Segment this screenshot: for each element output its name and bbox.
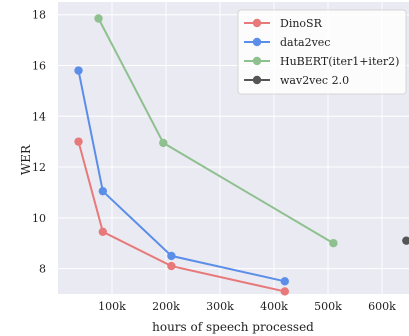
data-point	[74, 66, 83, 75]
x-tick-label: 200k	[152, 300, 180, 313]
legend-box	[237, 9, 407, 95]
series-dinosr	[74, 137, 289, 296]
legend-label: DinoSR	[280, 17, 323, 30]
x-tick-label: 600k	[368, 300, 396, 313]
y-tick-label: 14	[32, 110, 46, 123]
y-tick-label: 16	[32, 59, 46, 72]
series-line	[77, 141, 286, 293]
x-tick-label: 100k	[98, 300, 126, 313]
data-point	[167, 251, 176, 261]
series-hubert-iter1-iter2-	[94, 14, 338, 248]
legend-marker	[252, 75, 262, 85]
legend-entry: wav2vec 2.0	[244, 74, 349, 87]
data-point	[94, 14, 103, 23]
series-data2vec	[74, 66, 289, 286]
x-tick-label: 500k	[314, 300, 342, 313]
data-point	[167, 261, 176, 271]
legend-entry: data2vec	[244, 36, 330, 49]
y-tick-label: 12	[32, 161, 46, 174]
y-tick-labels: 8 10 12 14 16 18	[32, 9, 46, 276]
data-point	[98, 227, 108, 236]
data-point	[280, 287, 289, 296]
y-axis-label: WER	[19, 144, 33, 175]
data-point	[98, 186, 108, 196]
x-axis-label: hours of speech processed	[152, 320, 314, 334]
y-tick-label: 8	[39, 263, 46, 276]
legend-label: HuBERT(iter1+iter2)	[280, 55, 399, 68]
legend-label: data2vec	[280, 36, 330, 49]
x-tick-labels: 100k 200k 300k 400k 500k 600k	[98, 300, 396, 313]
legend: DinoSR data2vec HuBERT(iter1+iter2) wav2vec…	[237, 9, 407, 95]
x-tick-label: 300k	[206, 300, 234, 313]
legend-entry: DinoSR	[244, 17, 323, 30]
legend-marker	[252, 37, 262, 47]
legend-entry: HuBERT(iter1+iter2)	[244, 55, 399, 68]
data-point	[280, 277, 289, 286]
data-point	[329, 239, 338, 248]
data-point	[159, 138, 168, 148]
legend-marker	[252, 56, 262, 66]
series-line	[77, 70, 286, 283]
legend-label: wav2vec 2.0	[280, 74, 349, 87]
legend-marker	[252, 18, 262, 28]
series-layer	[74, 14, 409, 296]
y-tick-label: 10	[32, 212, 46, 225]
y-tick-label: 18	[32, 9, 46, 22]
series-wav2vec-2-0	[402, 236, 409, 245]
x-tick-label: 400k	[260, 300, 288, 313]
data-point	[402, 236, 409, 245]
data-point	[74, 137, 83, 146]
